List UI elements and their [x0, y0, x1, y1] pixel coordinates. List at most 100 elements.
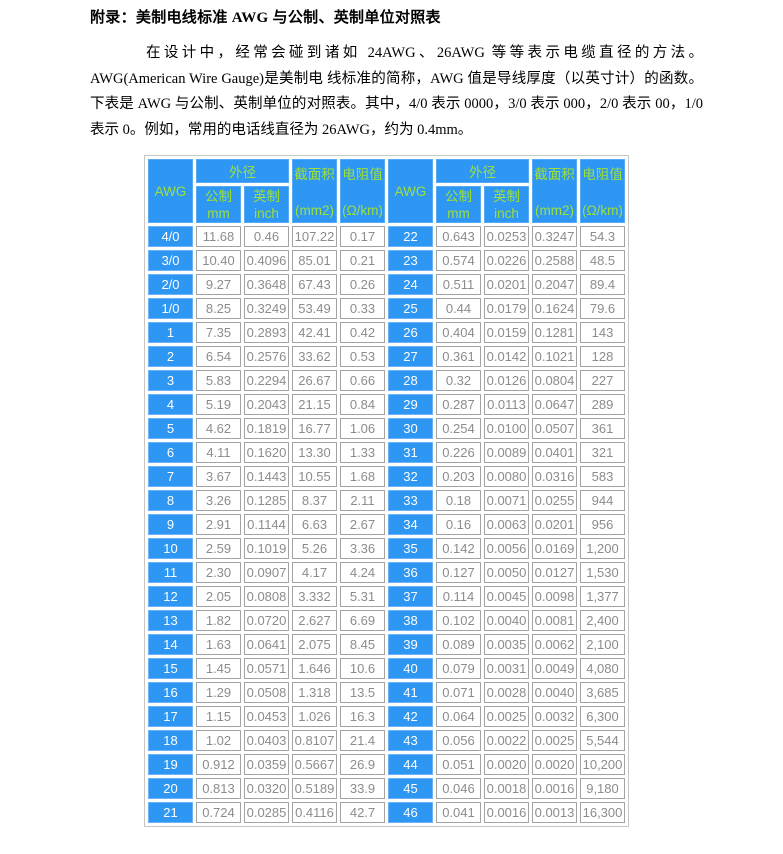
- table-row: 3 5.83 0.2294 26.67 0.66 28 0.32 0.0126 0.0804 22…: [148, 370, 625, 391]
- mm2-cell: 0.0032: [532, 706, 577, 727]
- mm-cell: 0.404: [436, 322, 481, 343]
- mm2-cell: 26.67: [292, 370, 337, 391]
- table-row: 10 2.59 0.1019 5.26 3.36 35 0.142 0.0056 0.0169 1…: [148, 538, 625, 559]
- mm-cell: 1.02: [196, 730, 241, 751]
- mm2-cell: 0.0804: [532, 370, 577, 391]
- mm2-cell: 0.1624: [532, 298, 577, 319]
- awg-cell: 2: [148, 346, 193, 367]
- mm-cell: 0.114: [436, 586, 481, 607]
- mm2-cell: 8.37: [292, 490, 337, 511]
- awg-cell: 46: [388, 802, 433, 823]
- ohm-per-km-cell: 227: [580, 370, 625, 391]
- ohm-per-km-cell: 3,685: [580, 682, 625, 703]
- inch-cell: 0.0018: [484, 778, 529, 799]
- table-row: 6 4.11 0.1620 13.30 1.33 31 0.226 0.0089 0.0401 3…: [148, 442, 625, 463]
- mm2-cell: 16.77: [292, 418, 337, 439]
- resistance-label: 电阻值: [342, 167, 383, 182]
- inch-cell: 0.0071: [484, 490, 529, 511]
- resistance-unit: (Ω/km): [582, 203, 623, 218]
- mm-cell: 6.54: [196, 346, 241, 367]
- mm2-cell: 0.0098: [532, 586, 577, 607]
- inch-cell: 0.0641: [244, 634, 289, 655]
- inch-cell: 0.0142: [484, 346, 529, 367]
- ohm-per-km-cell: 8.45: [340, 634, 385, 655]
- mm2-cell: 42.41: [292, 322, 337, 343]
- inch-cell: 0.0056: [484, 538, 529, 559]
- awg-cell: 43: [388, 730, 433, 751]
- inch-cell: 0.0022: [484, 730, 529, 751]
- mm2-cell: 0.3247: [532, 226, 577, 247]
- table-row: 4/0 11.68 0.46 107.22 0.17 22 0.643 0.0253 0.324…: [148, 226, 625, 247]
- ohm-per-km-cell: 1,377: [580, 586, 625, 607]
- awg-cell: 32: [388, 466, 433, 487]
- table-row: 17 1.15 0.0453 1.026 16.3 42 0.064 0.0025 0.0032…: [148, 706, 625, 727]
- inch-cell: 0.0050: [484, 562, 529, 583]
- header-outer-diameter-left: 外径: [196, 159, 289, 184]
- table-row: 19 0.912 0.0359 0.5667 26.9 44 0.051 0.0020 0.00…: [148, 754, 625, 775]
- mm-cell: 0.32: [436, 370, 481, 391]
- awg-cell: 18: [148, 730, 193, 751]
- mm-cell: 0.361: [436, 346, 481, 367]
- mm2-cell: 107.22: [292, 226, 337, 247]
- awg-cell: 15: [148, 658, 193, 679]
- mm2-cell: 13.30: [292, 442, 337, 463]
- table-row: 16 1.29 0.0508 1.318 13.5 41 0.071 0.0028 0.0040…: [148, 682, 625, 703]
- mm2-cell: 2.075: [292, 634, 337, 655]
- awg-cell: 30: [388, 418, 433, 439]
- mm2-cell: 3.332: [292, 586, 337, 607]
- header-imperial-right: 英制 inch: [484, 186, 529, 223]
- mm2-cell: 0.0025: [532, 730, 577, 751]
- mm-cell: 8.25: [196, 298, 241, 319]
- inch-cell: 0.0028: [484, 682, 529, 703]
- ohm-per-km-cell: 16.3: [340, 706, 385, 727]
- table-row: 11 2.30 0.0907 4.17 4.24 36 0.127 0.0050 0.0127 1…: [148, 562, 625, 583]
- awg-cell: 6: [148, 442, 193, 463]
- awg-cell: 2/0: [148, 274, 193, 295]
- header-metric-right: 公制 mm: [436, 186, 481, 223]
- ohm-per-km-cell: 0.66: [340, 370, 385, 391]
- header-awg-right: AWG: [388, 159, 433, 223]
- mm2-cell: 67.43: [292, 274, 337, 295]
- metric-label: 公制: [205, 188, 232, 204]
- ohm-per-km-cell: 0.33: [340, 298, 385, 319]
- ohm-per-km-cell: 4.24: [340, 562, 385, 583]
- mm2-cell: 0.0081: [532, 610, 577, 631]
- mm-cell: 0.142: [436, 538, 481, 559]
- mm-cell: 3.67: [196, 466, 241, 487]
- mm2-cell: 0.2588: [532, 250, 577, 271]
- mm2-cell: 0.1021: [532, 346, 577, 367]
- cross-section-label: 截面积: [534, 167, 575, 182]
- mm-cell: 11.68: [196, 226, 241, 247]
- header-resistance-left: 电阻值 (Ω/km): [340, 159, 385, 223]
- inch-cell: 0.3648: [244, 274, 289, 295]
- mm-cell: 0.051: [436, 754, 481, 775]
- mm-cell: 0.079: [436, 658, 481, 679]
- mm2-cell: 0.0507: [532, 418, 577, 439]
- ohm-per-km-cell: 0.26: [340, 274, 385, 295]
- mm-cell: 0.511: [436, 274, 481, 295]
- ohm-per-km-cell: 21.4: [340, 730, 385, 751]
- inch-cell: 0.3249: [244, 298, 289, 319]
- mm-cell: 1.15: [196, 706, 241, 727]
- mm-cell: 0.102: [436, 610, 481, 631]
- mm-cell: 1.45: [196, 658, 241, 679]
- inch-cell: 0.1144: [244, 514, 289, 535]
- mm-cell: 0.046: [436, 778, 481, 799]
- mm2-cell: 0.0316: [532, 466, 577, 487]
- awg-cell: 5: [148, 418, 193, 439]
- ohm-per-km-cell: 0.21: [340, 250, 385, 271]
- mm2-cell: 0.0255: [532, 490, 577, 511]
- awg-cell: 21: [148, 802, 193, 823]
- mm2-cell: 0.0062: [532, 634, 577, 655]
- awg-cell: 38: [388, 610, 433, 631]
- awg-cell: 25: [388, 298, 433, 319]
- ohm-per-km-cell: 0.17: [340, 226, 385, 247]
- ohm-per-km-cell: 26.9: [340, 754, 385, 775]
- awg-cell: 42: [388, 706, 433, 727]
- table-row: 21 0.724 0.0285 0.4116 42.7 46 0.041 0.0016 0.00…: [148, 802, 625, 823]
- awg-cell: 33: [388, 490, 433, 511]
- mm-cell: 10.40: [196, 250, 241, 271]
- awg-cell: 13: [148, 610, 193, 631]
- inch-cell: 0.0359: [244, 754, 289, 775]
- mm-cell: 0.041: [436, 802, 481, 823]
